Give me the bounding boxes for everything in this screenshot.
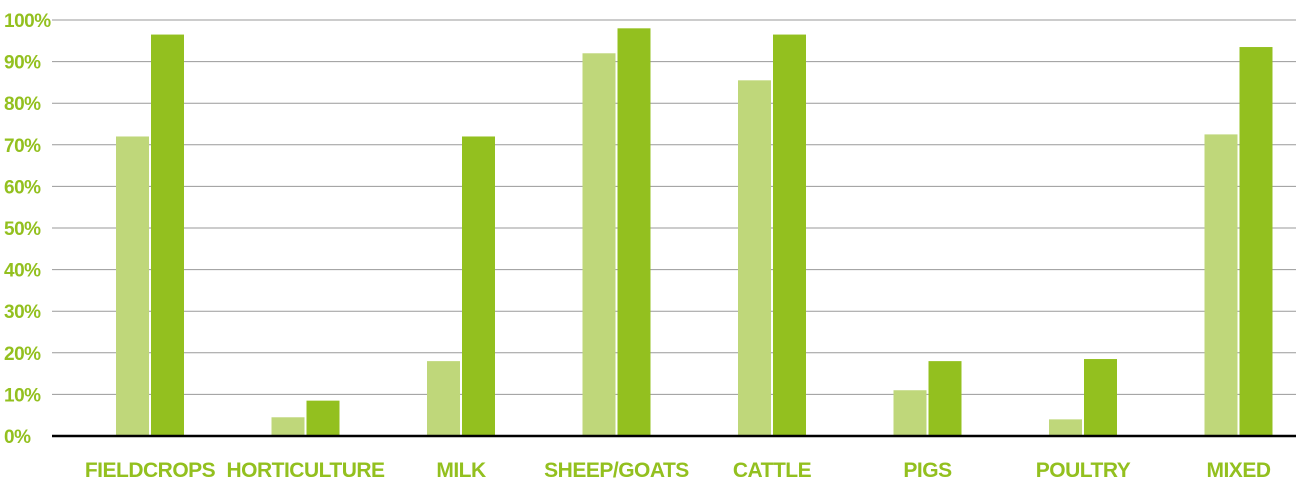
bar-dark-poultry [1084, 359, 1117, 436]
bar-dark-mixed [1239, 47, 1273, 436]
y-tick-label: 70% [4, 136, 41, 157]
x-category-label: MILK [436, 459, 486, 482]
y-axis-tick-labels: 0% 10% 20% 30% 40% 50% 60% 70% 80% 90% 100% [4, 11, 52, 448]
y-tick-label: 80% [4, 94, 41, 115]
x-category-label: HORTICULTURE [226, 459, 385, 482]
y-tick-label: 20% [4, 344, 41, 365]
x-axis-category-labels: FIELDCROPS HORTICULTURE MILK SHEEP/GOATS CAT… [85, 459, 1272, 482]
y-tick-label: 0% [4, 427, 31, 448]
x-category-label: FIELDCROPS [85, 459, 216, 482]
y-tick-label: 100% [4, 11, 51, 32]
bars [116, 28, 1273, 437]
x-category-label: POULTRY [1036, 459, 1131, 482]
bar-light-fieldcrops [116, 136, 149, 437]
x-category-label: PIGS [903, 459, 952, 482]
y-tick-label: 50% [4, 219, 41, 240]
bar-dark-horticulture [306, 400, 340, 436]
bar-light-sheep-goats [582, 53, 616, 436]
y-tick-label: 40% [4, 261, 41, 282]
x-category-label: CATTLE [733, 459, 812, 482]
x-category-label: SHEEP/GOATS [544, 459, 689, 482]
gridlines [52, 19, 1296, 395]
bar-dark-fieldcrops [151, 34, 184, 437]
y-tick-label: 30% [4, 302, 41, 323]
bar-light-poultry [1049, 419, 1082, 436]
bar-light-mixed [1204, 134, 1238, 436]
bar-dark-milk [462, 136, 495, 437]
y-tick-label: 60% [4, 177, 41, 198]
bar-light-cattle [738, 80, 771, 436]
bar-dark-sheep-goats [617, 28, 651, 436]
bar-dark-cattle [773, 34, 806, 437]
bar-dark-pigs [928, 361, 962, 436]
y-tick-label: 10% [4, 385, 41, 406]
bar-light-milk [427, 361, 460, 436]
bar-light-horticulture [271, 417, 305, 436]
x-category-label: MIXED [1206, 459, 1270, 482]
y-tick-label: 90% [4, 53, 41, 74]
bar-light-pigs [893, 390, 927, 436]
